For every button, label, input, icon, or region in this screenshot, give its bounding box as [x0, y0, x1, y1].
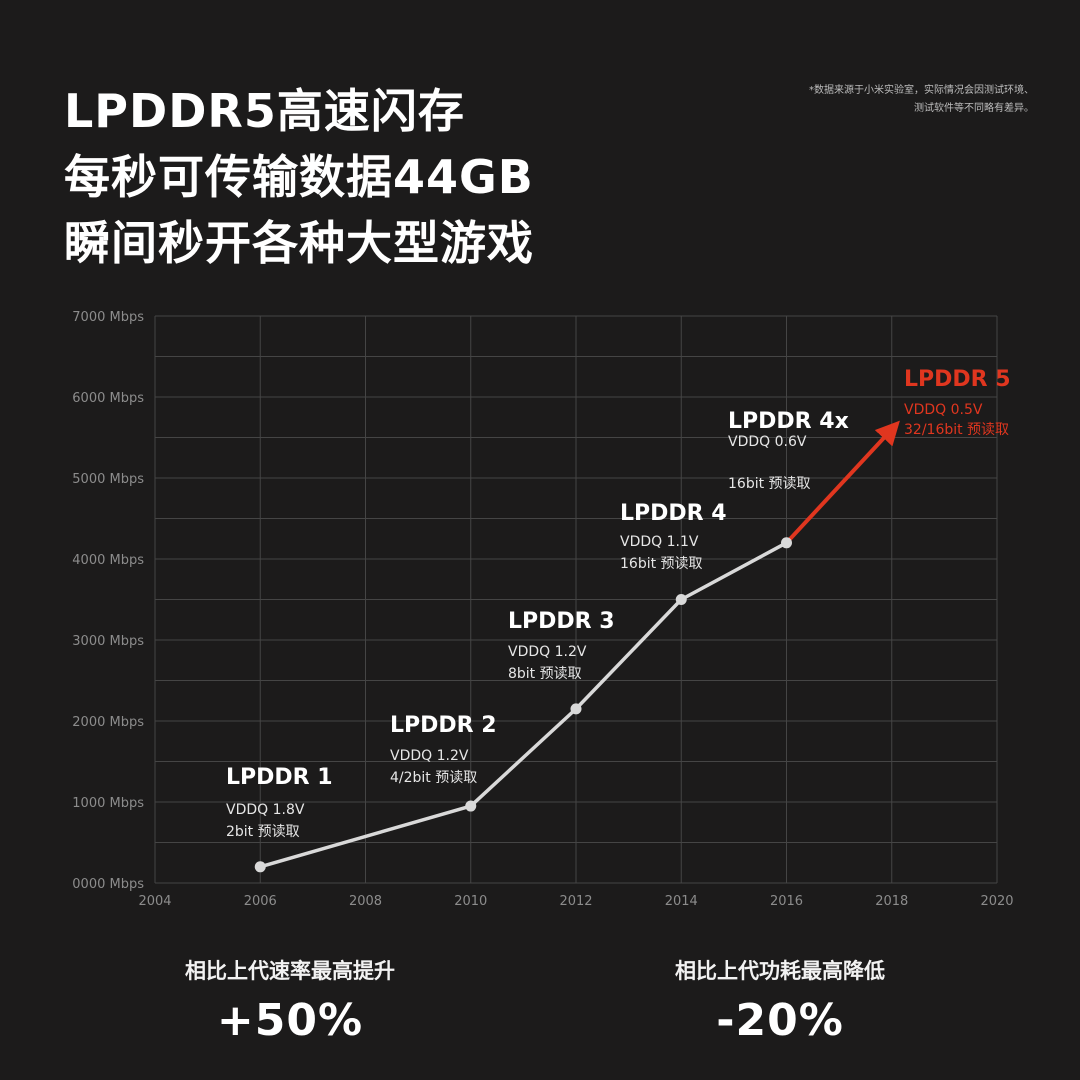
speed-stat-label: 相比上代速率最高提升 — [185, 959, 395, 983]
chart-series — [254, 420, 900, 873]
annotation-detail: 16bit 预读取 — [728, 475, 811, 492]
annotation-title: LPDDR 1 — [226, 765, 333, 790]
annotation-title: LPDDR 4 — [620, 501, 727, 526]
y-tick-label: 1000 Mbps — [72, 796, 144, 811]
power-stat-value: -20% — [716, 995, 844, 1046]
data-point — [675, 594, 687, 605]
speed-stat-value: +50% — [216, 995, 364, 1046]
annotation-title: LPDDR 5 — [904, 367, 1011, 392]
x-tick-label: 2004 — [138, 894, 171, 909]
y-tick-label: 2000 Mbps — [72, 715, 144, 730]
y-tick-label: 0000 Mbps — [72, 877, 144, 892]
annotation-detail: 16bit 预读取 — [620, 555, 703, 572]
y-tick-label: 4000 Mbps — [72, 553, 144, 568]
annotation-detail: VDDQ 1.1V — [620, 534, 699, 550]
x-tick-label: 2018 — [875, 894, 908, 909]
data-point — [254, 861, 266, 873]
y-tick-label: 5000 Mbps — [72, 472, 144, 487]
lpddr-history-line — [258, 541, 789, 869]
x-tick-label: 2006 — [244, 894, 277, 909]
annotation-detail: 4/2bit 预读取 — [390, 769, 477, 786]
x-tick-label: 2010 — [454, 894, 487, 909]
power-stat-label: 相比上代功耗最高降低 — [675, 959, 885, 983]
annotation-detail: VDDQ 1.2V — [390, 748, 469, 764]
annotation-title: LPDDR 3 — [508, 609, 615, 634]
data-point — [570, 703, 582, 715]
footnote-line-2: 测试软件等不同略有差异。 — [914, 103, 1034, 114]
data-point — [781, 537, 792, 549]
y-tick-label: 3000 Mbps — [72, 634, 144, 649]
headline: LPDDR5高速闪存 每秒可传输数据44GB 瞬间秒开各种大型游戏 — [64, 78, 534, 276]
annotation-detail: 32/16bit 预读取 — [904, 421, 1009, 438]
chart-annotations: LPDDR 1 VDDQ 1.8V 2bit 预读取 LPDDR 2 VDDQ 1.2V… — [226, 367, 1011, 840]
x-tick-label: 2012 — [559, 894, 592, 909]
annotation-title: LPDDR 2 — [390, 713, 497, 738]
annotation-detail: VDDQ 0.5V — [904, 402, 983, 418]
x-tick-label: 2020 — [980, 894, 1013, 909]
annotation-detail: 2bit 预读取 — [226, 823, 300, 840]
data-point — [465, 800, 477, 812]
annotation-detail: 8bit 预读取 — [508, 665, 582, 682]
x-tick-label: 2008 — [349, 894, 382, 909]
y-tick-label: 7000 Mbps — [72, 310, 144, 325]
headline-line-3: 瞬间秒开各种大型游戏 — [64, 216, 534, 270]
chart-axes: 2004 2006 2008 2010 2012 2014 2016 2018 2020 0000… — [72, 310, 1013, 909]
x-tick-label: 2014 — [665, 894, 698, 909]
x-tick-label: 2016 — [770, 894, 803, 909]
annotation-detail: VDDQ 0.6V — [728, 434, 807, 450]
speed-stat: 相比上代速率最高提升 +50% — [110, 955, 470, 1046]
headline-line-1: LPDDR5高速闪存 — [64, 84, 465, 138]
lpddr5-arrow-line — [784, 420, 900, 545]
chart-grid — [154, 315, 998, 884]
annotation-detail: VDDQ 1.8V — [226, 802, 305, 818]
footnote-line-1: *数据来源于小米实验室，实际情况会因测试环境、 — [809, 85, 1034, 96]
y-tick-label: 6000 Mbps — [72, 391, 144, 406]
annotation-title: LPDDR 4x — [728, 409, 849, 434]
lpddr-speed-chart: 2004 2006 2008 2010 2012 2014 2016 2018 2020 0000… — [72, 310, 1013, 909]
power-stat: 相比上代功耗最高降低 -20% — [600, 955, 960, 1046]
headline-line-2: 每秒可传输数据44GB — [64, 150, 534, 204]
data-source-note: *数据来源于小米实验室，实际情况会因测试环境、 测试软件等不同略有差异。 — [809, 82, 1034, 118]
annotation-detail: VDDQ 1.2V — [508, 644, 587, 660]
